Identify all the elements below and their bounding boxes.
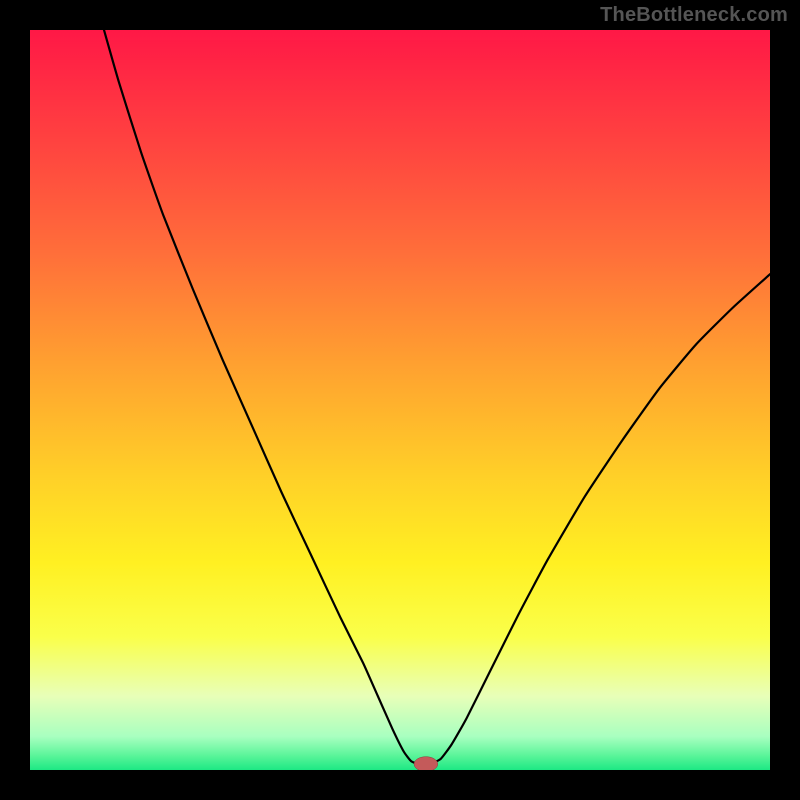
watermark-text: TheBottleneck.com <box>600 4 788 27</box>
chart-plot-area <box>30 30 770 770</box>
minimum-marker <box>414 757 438 770</box>
bottleneck-curve-chart <box>30 30 770 770</box>
gradient-background <box>30 30 770 770</box>
